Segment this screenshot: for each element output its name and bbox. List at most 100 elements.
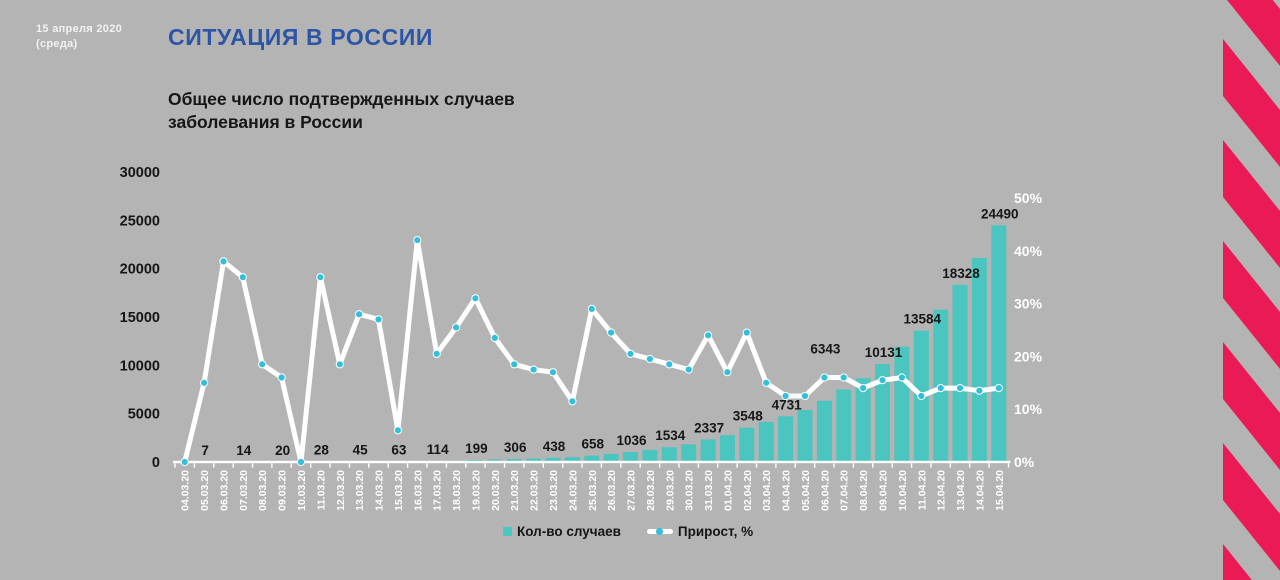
x-axis-date-label: 29.03.20 [664,470,676,511]
bar-value-label: 45 [353,443,369,458]
bar-value-label: 1534 [655,428,686,443]
left-axis-tick-label: 0 [152,455,160,471]
report-date: 15 апреля 2020 (среда) [36,22,122,53]
x-axis-date-label: 05.03.20 [199,470,211,511]
right-axis-tick-label: 30% [1014,296,1043,312]
x-axis-date-label: 17.03.20 [432,470,444,511]
x-axis-date-label: 25.03.20 [587,470,599,511]
x-axis-tick [426,463,428,468]
x-axis-date-label: 24.03.20 [567,470,579,511]
x-axis-tick [271,463,273,468]
growth-point-marker [238,273,247,282]
case-bar [564,457,580,462]
diagonal-stripe-icon [1227,0,1280,66]
chart-legend: Кол-во случаев Прирост, % [503,524,753,539]
growth-point-marker [781,391,790,401]
x-axis-date-label: 12.04.20 [936,470,948,511]
x-axis-tick [523,463,525,468]
bar-value-label: 20 [275,443,290,458]
growth-point-marker [393,426,402,435]
case-bar [584,455,600,462]
x-axis-date-label: 23.03.20 [548,470,560,511]
growth-point-marker [955,384,965,393]
bar-value-label: 14 [236,443,252,458]
growth-point-marker [762,378,771,387]
x-axis-tick [290,463,292,468]
growth-point-marker [180,457,189,467]
growth-point-marker [742,328,751,337]
x-axis-date-label: 31.03.20 [703,470,715,511]
bar-value-label: 1036 [616,433,647,448]
x-axis-date-label: 21.03.20 [509,470,521,511]
case-bar [719,435,735,462]
bar-value-label: 199 [465,441,488,456]
x-axis-tick [484,463,486,468]
growth-point-marker [316,273,325,282]
growth-point-marker [413,236,422,245]
x-axis-tick [852,463,855,468]
case-bar [816,400,832,462]
growth-point-marker [859,384,868,393]
growth-point-marker [645,354,655,364]
x-axis-date-label: 09.04.20 [878,470,890,511]
left-axis-tick-label: 30000 [120,165,160,181]
x-axis-date-label: 11.03.20 [315,470,327,510]
x-axis-tick [406,463,409,468]
x-axis-date-label: 13.04.20 [955,470,967,511]
x-axis-tick [174,463,176,468]
left-axis-tick-label: 15000 [120,310,160,326]
bar-value-label: 24490 [981,206,1019,221]
bar-value-label: 63 [391,442,407,457]
diagonal-stripe-icon [1223,342,1280,470]
x-axis-date-label: 10.04.20 [897,470,909,511]
x-axis-tick [542,463,544,468]
x-axis-date-label: 01.04.20 [722,470,734,511]
x-axis-tick [251,463,254,468]
growth-point-marker [975,386,984,395]
x-axis-date-label: 30.03.20 [684,470,696,511]
x-axis-tick [736,463,738,468]
x-axis-tick [910,463,913,468]
x-axis-date-label: 06.03.20 [219,470,231,511]
x-axis-date-label: 18.03.20 [451,470,463,511]
x-axis-date-label: 15.04.20 [994,470,1006,511]
x-axis-date-label: 26.03.20 [606,470,618,511]
legend-cases-label: Кол-во случаев [517,524,621,539]
x-axis-tick [562,463,564,468]
x-axis-tick [658,463,661,468]
case-bar [991,225,1007,462]
bar-value-label: 438 [543,439,566,454]
right-axis-tick-label: 0% [1014,454,1035,470]
growth-point-marker [917,391,926,401]
x-axis-tick [445,463,448,468]
x-axis-date-label: 16.03.20 [412,470,424,511]
diagonal-stripe-icon [1223,544,1252,580]
growth-point-marker [626,349,635,358]
x-axis-date-label: 20.03.20 [490,470,502,511]
x-axis-date-label: 08.04.20 [858,470,870,511]
left-axis-tick-label: 10000 [120,358,160,374]
x-axis-tick [755,463,758,468]
x-axis-tick [503,463,506,468]
case-bar [623,452,638,462]
x-axis-tick [213,463,215,468]
growth-point-marker [665,360,674,369]
x-axis-tick [814,463,816,468]
x-axis-tick [639,463,641,468]
right-axis-tick-label: 10% [1014,401,1043,417]
x-axis-tick [697,463,700,468]
report-date-line2: (среда) [36,38,78,51]
growth-point-marker [800,391,810,401]
growth-point-marker [200,378,209,387]
case-bar [739,427,755,462]
growth-point-marker [568,397,577,406]
x-axis-date-label: 02.04.20 [742,470,754,511]
chart-title: Общее число подтвержденных случаев забол… [168,89,515,133]
growth-point-marker [897,373,907,382]
x-axis-tick [872,463,874,468]
growth-point-marker [587,304,596,313]
growth-point-marker [471,294,480,303]
growth-point-marker [355,310,364,319]
growth-point-marker [510,360,519,369]
